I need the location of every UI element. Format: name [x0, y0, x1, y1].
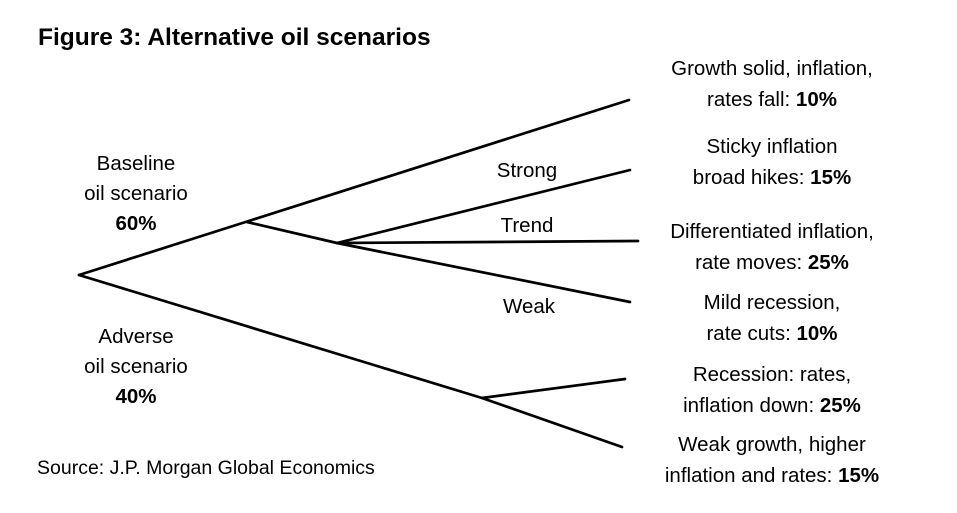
baseline-scenario-label: Baseline oil scenario 60%	[41, 149, 231, 239]
strong-branch-line	[335, 168, 632, 245]
baseline-trunk-line	[77, 98, 631, 277]
outcome-recession-rates: Recession: rates, inflation down: 25%	[626, 360, 918, 421]
outcome-recession-rates-pct: 25%	[819, 393, 861, 417]
outcome-weak-growth-line1: Weak growth, higher	[678, 433, 866, 456]
outcome-growth-solid: Growth solid, inflation, rates fall: 10%	[626, 54, 918, 115]
outcome-mild-recession-line2: rate cuts: 10%	[706, 321, 838, 345]
adverse-scenario-label: Adverse oil scenario 40%	[41, 322, 231, 412]
figure-title: Figure 3: Alternative oil scenarios	[38, 24, 431, 51]
outcome-mild-recession-pct: 10%	[796, 321, 838, 345]
outcome-weak-growth: Weak growth, higher inflation and rates:…	[626, 430, 918, 491]
outcome-recession-rates-line1: Recession: rates,	[692, 363, 852, 386]
baseline-scenario-probability: 60%	[115, 212, 157, 235]
adverse-upper-branch-line	[480, 377, 627, 400]
trend-branch-line	[335, 239, 640, 245]
outcome-growth-solid-line2: rates fall: 10%	[707, 87, 837, 111]
adverse-scenario-probability: 40%	[115, 385, 157, 408]
outcome-sticky-inflation-line2: broad hikes: 15%	[692, 165, 852, 189]
outcome-mild-recession-line1: Mild recession,	[703, 291, 841, 314]
outcome-recession-rates-line2: inflation down: 25%	[683, 393, 861, 417]
baseline-scenario-line1: Baseline	[96, 152, 176, 175]
adverse-scenario-line1: Adverse	[98, 325, 174, 348]
adverse-scenario-line2: oil scenario	[84, 355, 188, 378]
outcome-differentiated-inflation: Differentiated inflation, rate moves: 25…	[626, 217, 918, 278]
outcome-mild-recession: Mild recession, rate cuts: 10%	[626, 288, 918, 349]
outcome-sticky-inflation: Sticky inflation broad hikes: 15%	[626, 132, 918, 193]
outcome-weak-growth-line2: inflation and rates: 15%	[664, 463, 880, 487]
outcome-weak-growth-pct: 15%	[838, 463, 880, 487]
outcome-sticky-inflation-pct: 15%	[810, 165, 852, 189]
adverse-trunk-line	[77, 273, 484, 400]
outcome-sticky-inflation-line1: Sticky inflation	[706, 135, 838, 158]
outcome-growth-solid-pct: 10%	[795, 87, 837, 111]
outcome-differentiated-inflation-pct: 25%	[807, 250, 849, 274]
outcome-growth-solid-line1: Growth solid, inflation,	[671, 57, 873, 80]
adverse-lower-branch-line	[480, 396, 624, 449]
growth-label-strong: Strong	[496, 159, 558, 182]
weak-branch-line	[335, 241, 632, 304]
baseline-scenario-line2: oil scenario	[84, 182, 188, 205]
outcome-differentiated-inflation-line2: rate moves: 25%	[695, 250, 849, 274]
baseline-connector-line	[245, 220, 339, 245]
outcome-differentiated-inflation-line1: Differentiated inflation,	[670, 220, 874, 243]
growth-label-trend: Trend	[500, 214, 554, 237]
source-note: Source: J.P. Morgan Global Economics	[37, 457, 375, 479]
growth-label-weak: Weak	[502, 295, 556, 318]
